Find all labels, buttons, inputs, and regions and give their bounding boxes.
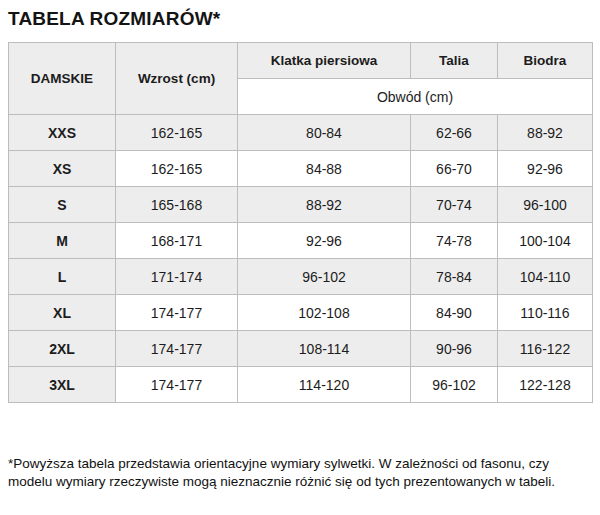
size-cell: XL [9, 295, 116, 331]
hips-cell: 110-116 [498, 295, 593, 331]
waist-cell: 74-78 [411, 223, 498, 259]
footnote: *Powyższa tabela przedstawia orientacyjn… [8, 455, 596, 491]
table-row: S 165-168 88-92 70-74 96-100 [9, 187, 593, 223]
hips-cell: 122-128 [498, 367, 593, 403]
size-cell: 3XL [9, 367, 116, 403]
waist-cell: 84-90 [411, 295, 498, 331]
hips-cell: 88-92 [498, 115, 593, 151]
table-row: XL 174-177 102-108 84-90 110-116 [9, 295, 593, 331]
height-cell: 168-171 [116, 223, 238, 259]
column-header-height: Wzrost (cm) [116, 43, 238, 115]
column-header-chest: Klatka piersiowa [238, 43, 411, 79]
chest-cell: 96-102 [238, 259, 411, 295]
height-cell: 165-168 [116, 187, 238, 223]
waist-cell: 62-66 [411, 115, 498, 151]
table-row: 2XL 174-177 108-114 90-96 116-122 [9, 331, 593, 367]
hips-cell: 92-96 [498, 151, 593, 187]
height-cell: 162-165 [116, 151, 238, 187]
hips-cell: 104-110 [498, 259, 593, 295]
table-row: L 171-174 96-102 78-84 104-110 [9, 259, 593, 295]
table-row: 3XL 174-177 114-120 96-102 122-128 [9, 367, 593, 403]
subheader-circumference: Obwód (cm) [238, 79, 593, 115]
height-cell: 174-177 [116, 367, 238, 403]
chest-cell: 102-108 [238, 295, 411, 331]
column-header-waist: Talia [411, 43, 498, 79]
chest-cell: 108-114 [238, 331, 411, 367]
height-cell: 174-177 [116, 331, 238, 367]
size-table: DAMSKIE Wzrost (cm) Klatka piersiowa Tal… [8, 42, 593, 403]
size-cell: XS [9, 151, 116, 187]
waist-cell: 70-74 [411, 187, 498, 223]
column-header-damskie: DAMSKIE [9, 43, 116, 115]
height-cell: 171-174 [116, 259, 238, 295]
page-title: TABELA ROZMIARÓW* [8, 8, 592, 30]
column-header-hips: Biodra [498, 43, 593, 79]
waist-cell: 96-102 [411, 367, 498, 403]
chest-cell: 84-88 [238, 151, 411, 187]
height-cell: 174-177 [116, 295, 238, 331]
chest-cell: 114-120 [238, 367, 411, 403]
chest-cell: 92-96 [238, 223, 411, 259]
size-cell: XXS [9, 115, 116, 151]
hips-cell: 100-104 [498, 223, 593, 259]
chest-cell: 80-84 [238, 115, 411, 151]
size-chart-page: TABELA ROZMIARÓW* DAMSKIE Wzrost (cm) Kl… [0, 0, 600, 491]
waist-cell: 90-96 [411, 331, 498, 367]
table-row: XS 162-165 84-88 66-70 92-96 [9, 151, 593, 187]
hips-cell: 116-122 [498, 331, 593, 367]
header-row-main: DAMSKIE Wzrost (cm) Klatka piersiowa Tal… [9, 43, 593, 79]
waist-cell: 78-84 [411, 259, 498, 295]
waist-cell: 66-70 [411, 151, 498, 187]
table-row: M 168-171 92-96 74-78 100-104 [9, 223, 593, 259]
hips-cell: 96-100 [498, 187, 593, 223]
height-cell: 162-165 [116, 115, 238, 151]
size-cell: 2XL [9, 331, 116, 367]
table-row: XXS 162-165 80-84 62-66 88-92 [9, 115, 593, 151]
size-cell: M [9, 223, 116, 259]
size-cell: L [9, 259, 116, 295]
size-cell: S [9, 187, 116, 223]
chest-cell: 88-92 [238, 187, 411, 223]
